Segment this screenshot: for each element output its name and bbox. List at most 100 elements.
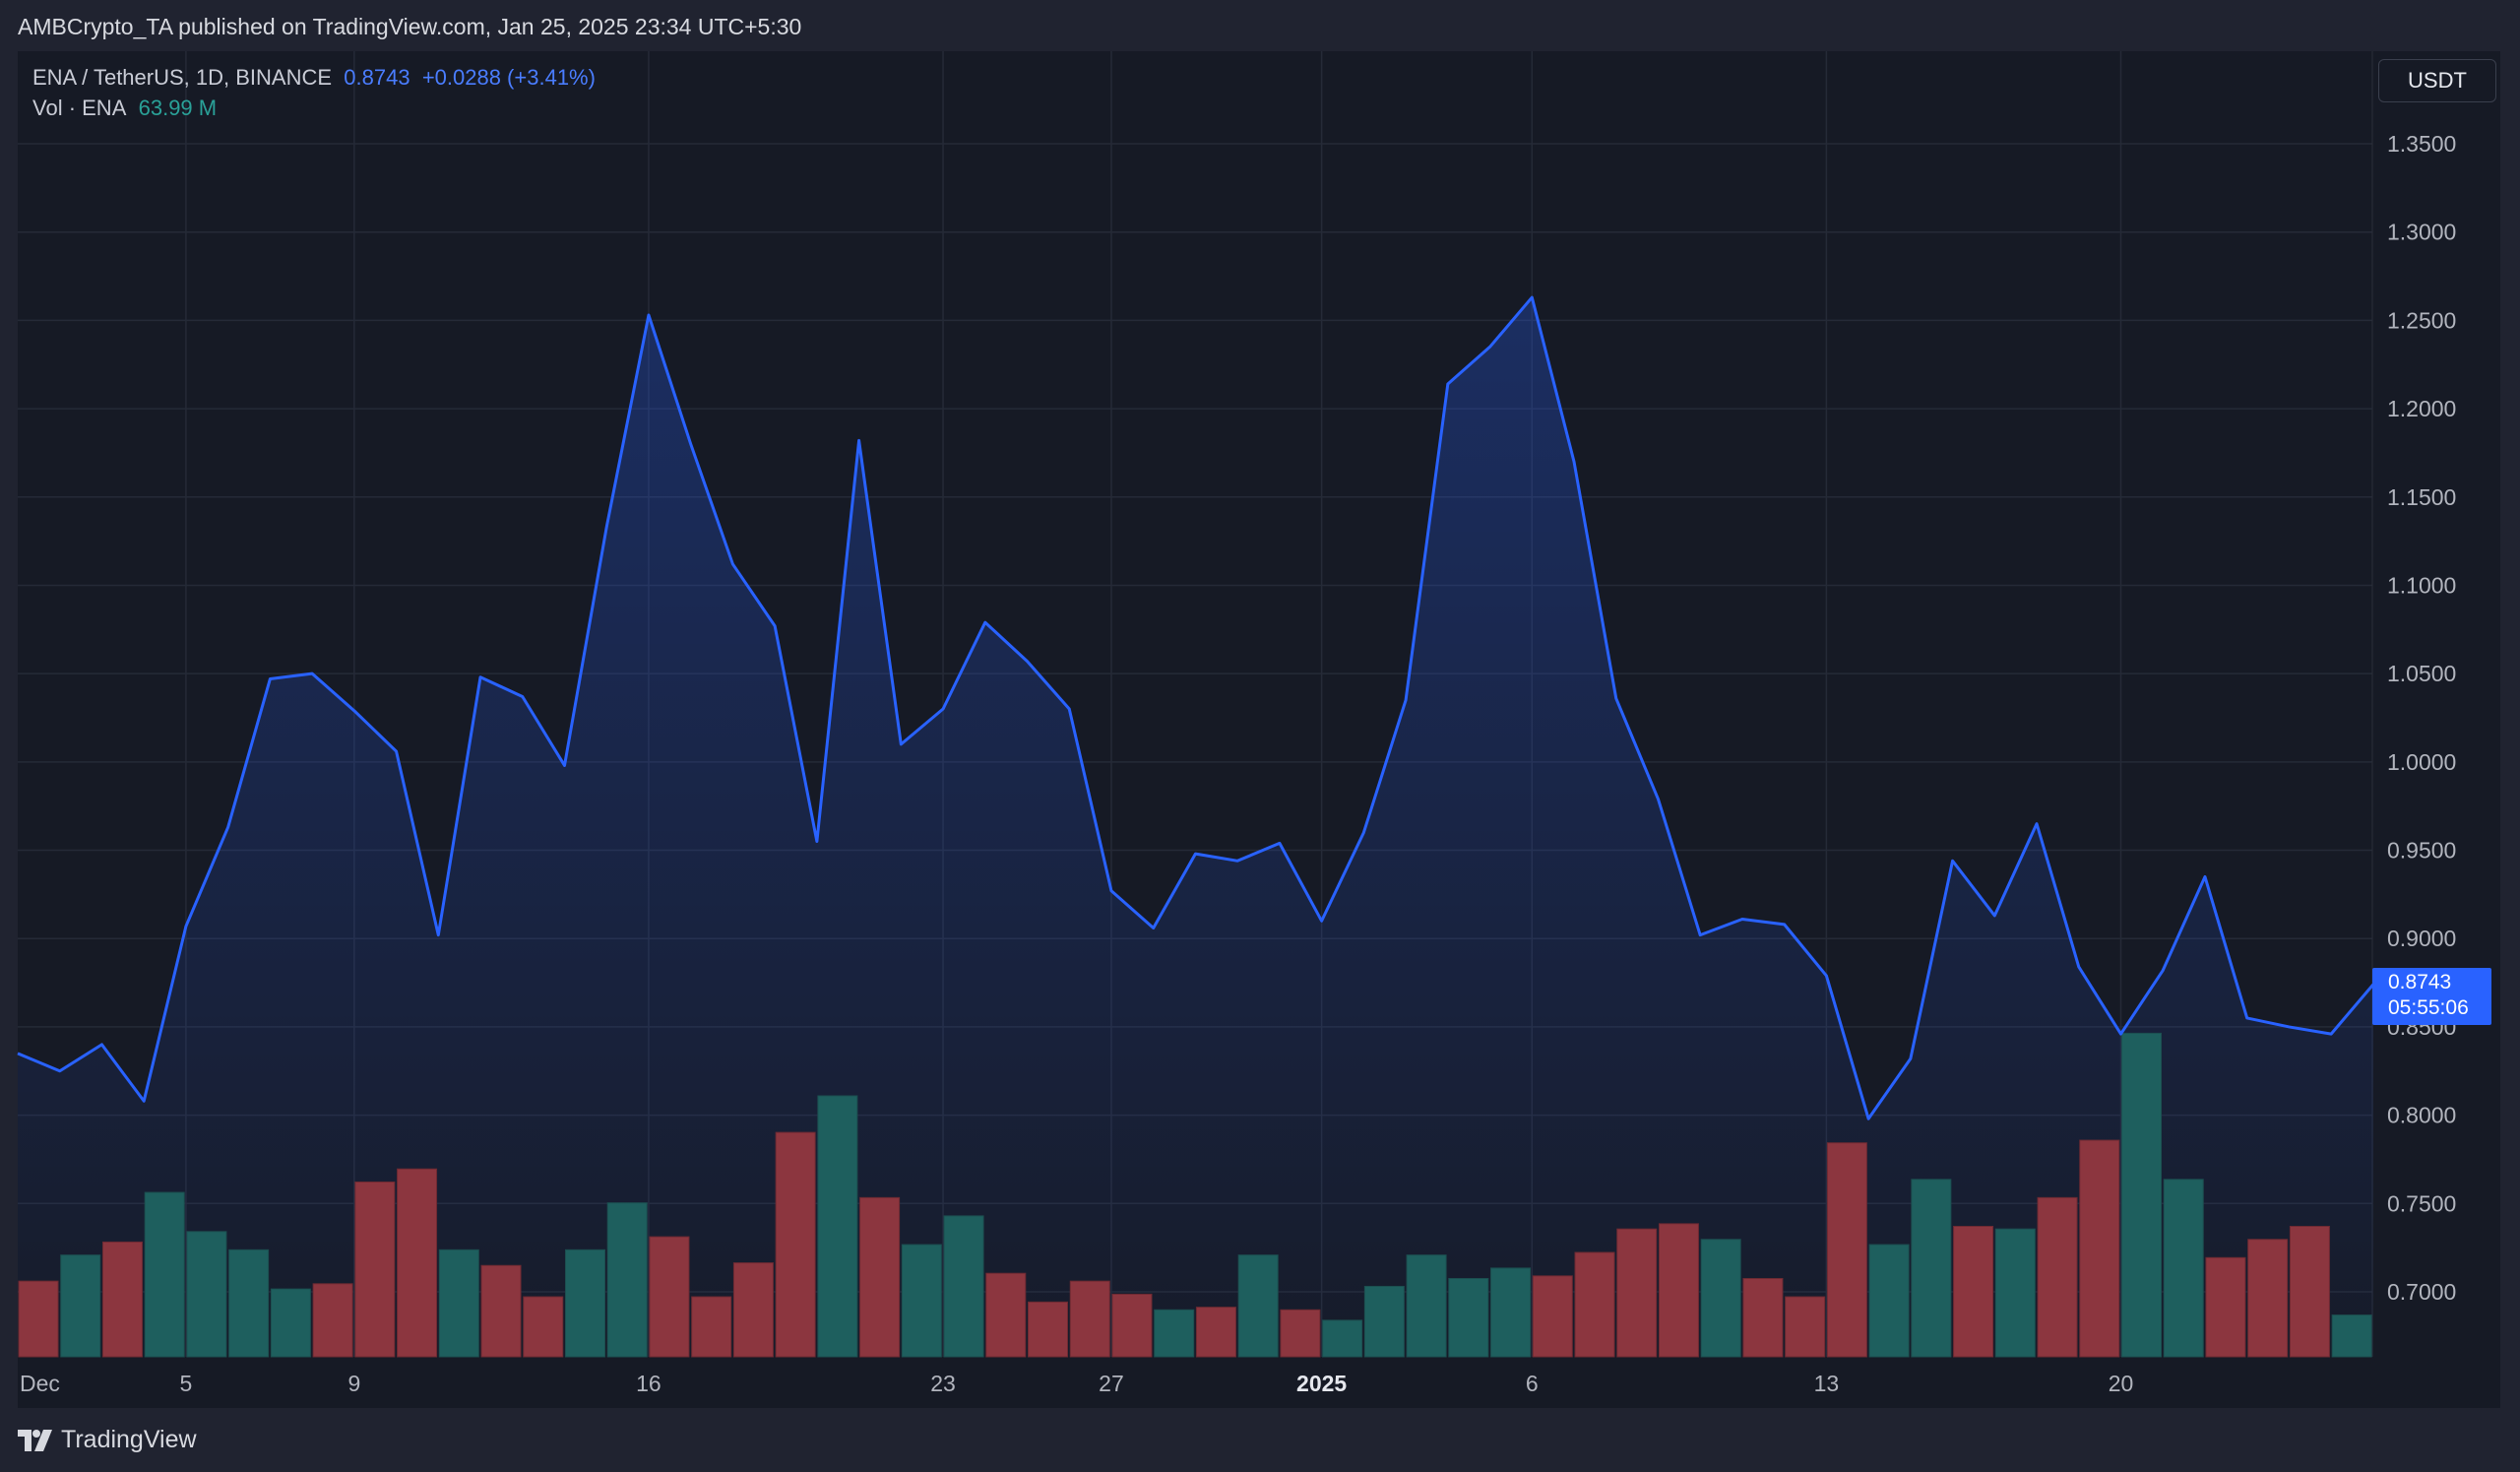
x-tick-label: 27 xyxy=(1099,1371,1124,1396)
badge-countdown: 05:55:06 xyxy=(2388,996,2469,1019)
y-tick-label: 1.1000 xyxy=(2387,572,2456,598)
volume-bar xyxy=(2205,1256,2246,1358)
volume-bar xyxy=(1322,1319,1363,1358)
volume-bar xyxy=(1616,1228,1658,1358)
volume-bar xyxy=(1700,1239,1741,1358)
volume-bar xyxy=(2121,1032,2162,1358)
y-tick-label: 1.3000 xyxy=(2387,220,2456,245)
volume-bar xyxy=(18,1280,59,1358)
badge-price: 0.8743 xyxy=(2388,971,2452,993)
volume-bar xyxy=(228,1248,270,1358)
y-tick-label: 0.8000 xyxy=(2387,1103,2456,1128)
volume-bar xyxy=(1994,1228,2036,1358)
x-tick-label: 2025 xyxy=(1296,1371,1347,1396)
volume-bar xyxy=(144,1191,185,1358)
volume-bar xyxy=(270,1288,311,1358)
volume-bar xyxy=(438,1248,479,1358)
volume-bar xyxy=(1868,1244,1910,1358)
symbol-legend[interactable]: ENA / TetherUS, 1D, BINANCE 0.8743 +0.02… xyxy=(32,65,596,91)
volume-bar xyxy=(101,1241,143,1358)
price-line xyxy=(17,295,2375,1120)
last-price: 0.8743 xyxy=(344,65,410,90)
volume-bar xyxy=(1237,1254,1279,1358)
volume-bar xyxy=(985,1272,1027,1358)
volume-bar xyxy=(480,1264,522,1358)
y-tick-label: 1.1500 xyxy=(2387,484,2456,510)
y-tick-label: 0.9000 xyxy=(2387,926,2456,951)
price-change: +0.0288 (+3.41%) xyxy=(421,65,596,90)
x-axis[interactable]: Dec 5 9 16 23 27 2025 6 13 20 xyxy=(20,1371,2133,1396)
volume-bar xyxy=(1069,1280,1110,1358)
volume-bar xyxy=(60,1254,101,1358)
volume-bar xyxy=(732,1262,774,1358)
x-tick-label: 20 xyxy=(2109,1371,2134,1396)
x-tick-label: 16 xyxy=(636,1371,662,1396)
volume-bar xyxy=(2247,1239,2289,1358)
line-layer xyxy=(17,295,2375,1120)
tradingview-logo-icon xyxy=(18,1430,52,1451)
x-tick-label: 23 xyxy=(930,1371,956,1396)
x-tick-label: 5 xyxy=(180,1371,193,1396)
volume-bar xyxy=(2037,1196,2078,1358)
x-tick-label: Dec xyxy=(20,1371,60,1396)
volume-bar xyxy=(943,1215,984,1358)
y-tick-label: 1.0500 xyxy=(2387,661,2456,686)
volume-bar xyxy=(312,1283,353,1358)
volume-bar xyxy=(691,1296,732,1358)
volume-bar xyxy=(1785,1296,1826,1358)
volume-bar xyxy=(186,1231,227,1358)
volume-bar xyxy=(775,1131,816,1358)
volume-value: 63.99 M xyxy=(138,96,218,120)
volume-bar xyxy=(1363,1285,1405,1358)
x-tick-label: 9 xyxy=(347,1371,360,1396)
x-tick-label: 6 xyxy=(1526,1371,1539,1396)
volume-bar xyxy=(1742,1278,1784,1358)
volume-bar xyxy=(1911,1179,1952,1358)
footer: TradingView xyxy=(0,1408,2520,1472)
volume-bar xyxy=(1406,1254,1447,1358)
publish-header: AMBCrypto_TA published on TradingView.co… xyxy=(0,0,2520,51)
y-tick-label: 0.7500 xyxy=(2387,1190,2456,1216)
published-text: AMBCrypto_TA published on TradingView.co… xyxy=(18,14,802,39)
volume-bar xyxy=(859,1196,901,1358)
volume-bar xyxy=(1111,1293,1153,1358)
x-tick-label: 13 xyxy=(1814,1371,1840,1396)
y-tick-label: 1.2000 xyxy=(2387,396,2456,421)
volume-legend[interactable]: Vol · ENA 63.99 M xyxy=(32,96,217,121)
volume-bar xyxy=(354,1181,396,1358)
last-price-badge: 0.8743 05:55:06 xyxy=(2372,968,2491,1025)
y-tick-label: 1.0000 xyxy=(2387,749,2456,775)
volume-bar xyxy=(1658,1223,1699,1358)
volume-bar xyxy=(1448,1278,1489,1358)
tradingview-brand: TradingView xyxy=(61,1426,197,1453)
y-tick-label: 0.9500 xyxy=(2387,838,2456,864)
volume-bar xyxy=(1826,1142,1867,1358)
volume-bar xyxy=(397,1168,438,1358)
volume-bar xyxy=(1280,1309,1321,1358)
volume-bar xyxy=(1154,1309,1195,1358)
volume-bar xyxy=(2289,1226,2330,1358)
volume-layer xyxy=(18,1032,2372,1358)
volume-bar xyxy=(1574,1251,1615,1358)
y-tick-label: 1.3500 xyxy=(2387,131,2456,157)
volume-bar xyxy=(649,1236,690,1358)
volume-bar xyxy=(817,1095,858,1358)
volume-bar xyxy=(1953,1226,1994,1358)
price-chart[interactable]: 1.3500 1.3000 1.2500 1.2000 1.1500 1.1000 1.05… xyxy=(0,0,2520,1408)
volume-bar xyxy=(606,1202,648,1358)
volume-bar xyxy=(2079,1139,2120,1358)
currency-unit-button[interactable]: USDT xyxy=(2378,59,2496,102)
volume-bar xyxy=(564,1248,605,1358)
y-tick-label: 1.2500 xyxy=(2387,307,2456,333)
volume-bar xyxy=(1195,1307,1236,1358)
volume-bar xyxy=(1028,1301,1069,1358)
volume-bar xyxy=(2163,1179,2204,1358)
volume-bar xyxy=(2331,1314,2372,1358)
y-axis[interactable]: 1.3500 1.3000 1.2500 1.2000 1.1500 1.1000 1.05… xyxy=(2387,131,2456,1305)
volume-bar xyxy=(523,1296,564,1358)
volume-bar xyxy=(1532,1275,1573,1358)
volume-bar xyxy=(1490,1267,1532,1358)
volume-bar xyxy=(901,1244,942,1358)
volume-label: Vol · ENA xyxy=(32,96,127,120)
price-area-fill xyxy=(18,297,2373,1358)
